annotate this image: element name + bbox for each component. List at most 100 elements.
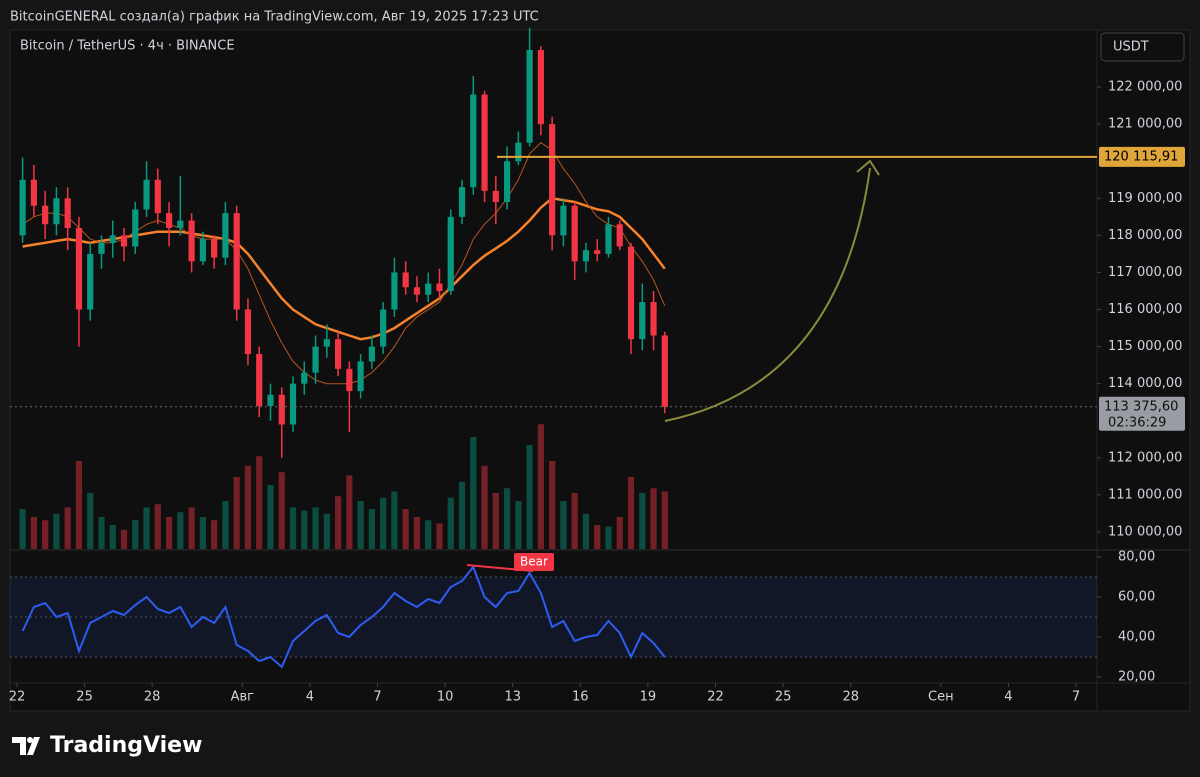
volume-bar bbox=[458, 481, 466, 549]
plot: 122 000,00 121 000,00 119 000,00 118 000,00… bbox=[9, 27, 1185, 705]
volume-bar bbox=[211, 520, 218, 549]
volume-bar bbox=[64, 507, 71, 549]
time-tick-label: 22 bbox=[707, 690, 724, 705]
logo-text: TradingView bbox=[50, 733, 202, 758]
volume-bar bbox=[537, 424, 544, 549]
candle-body bbox=[526, 50, 533, 143]
projection-arrow bbox=[664, 167, 871, 422]
volume-bar bbox=[582, 513, 590, 549]
volume-bar bbox=[391, 491, 398, 549]
candle-body bbox=[177, 220, 184, 228]
candle-body bbox=[75, 227, 83, 310]
volume-bar bbox=[526, 445, 533, 549]
time-tick-label: 28 bbox=[144, 690, 161, 705]
candle-body bbox=[267, 394, 274, 406]
volume-bar bbox=[413, 517, 421, 549]
candle-body bbox=[605, 224, 612, 254]
rsi-tick-label: 80,00 bbox=[1118, 550, 1155, 565]
candle-body bbox=[132, 209, 139, 247]
volume-bar bbox=[380, 497, 387, 549]
footer-logo: TradingView bbox=[12, 733, 202, 758]
volume-bar bbox=[481, 465, 488, 549]
price-tick-label: 122 000,00 bbox=[1108, 80, 1182, 95]
last-price-label: 113 375,60 bbox=[1104, 399, 1178, 414]
header: BitcoinGENERAL создал(а) график на Tradi… bbox=[10, 10, 539, 25]
candle-body bbox=[627, 246, 635, 340]
candle-body bbox=[425, 283, 432, 295]
candle-body bbox=[233, 213, 240, 310]
volume-bar bbox=[312, 507, 319, 549]
candle-body bbox=[661, 335, 668, 407]
candle-body bbox=[109, 235, 116, 243]
rsi-line bbox=[21, 565, 666, 669]
volume-bar bbox=[289, 507, 297, 549]
volume-bar bbox=[109, 525, 116, 549]
candle-body bbox=[64, 198, 71, 228]
candle-body bbox=[346, 368, 353, 392]
volume-bar bbox=[470, 437, 477, 549]
candle-body bbox=[402, 272, 409, 288]
currency-label[interactable]: USDT bbox=[1113, 40, 1149, 55]
volume-bar bbox=[120, 529, 128, 549]
candle-body bbox=[571, 205, 578, 262]
volume-bar bbox=[357, 501, 364, 549]
candle-body bbox=[188, 220, 195, 262]
time-tick-label: 7 bbox=[373, 690, 381, 705]
time-tick-label: 19 bbox=[640, 690, 657, 705]
price-tick-label: 115 000,00 bbox=[1108, 339, 1182, 354]
volume-bar bbox=[447, 497, 454, 549]
volume-bar bbox=[605, 526, 612, 549]
candle-body bbox=[87, 253, 94, 310]
volume-bar bbox=[256, 456, 263, 549]
candle-body bbox=[436, 283, 443, 291]
volume-bar bbox=[661, 491, 668, 549]
time-tick-label: 22 bbox=[9, 690, 26, 705]
currency-button[interactable] bbox=[1100, 32, 1185, 62]
volume-bar bbox=[199, 517, 206, 549]
price-tick-label: 114 000,00 bbox=[1108, 376, 1182, 391]
moving-average bbox=[22, 196, 666, 341]
price-tick-label: 119 000,00 bbox=[1108, 191, 1182, 206]
rsi-tick-label: 20,00 bbox=[1118, 670, 1155, 685]
candle-body bbox=[222, 213, 229, 258]
volume-bar bbox=[650, 488, 657, 549]
volume-bar bbox=[177, 512, 184, 549]
volume-bar bbox=[571, 493, 578, 549]
volume-bar bbox=[346, 475, 353, 549]
volume-bar bbox=[627, 477, 635, 549]
time-tick-label: 13 bbox=[504, 690, 521, 705]
candle-body bbox=[549, 124, 556, 236]
candle-body bbox=[30, 179, 37, 206]
volume-bar bbox=[492, 493, 499, 549]
volume-bar bbox=[188, 507, 195, 549]
candle-body bbox=[120, 235, 128, 247]
rsi-tick-label: 40,00 bbox=[1118, 630, 1155, 645]
candle-body bbox=[560, 205, 567, 236]
candle-body bbox=[312, 346, 319, 373]
candle-body bbox=[594, 250, 601, 254]
candle-body bbox=[165, 213, 173, 228]
volume-bar bbox=[75, 461, 83, 549]
candle-body bbox=[470, 94, 477, 188]
logo-mark bbox=[12, 737, 40, 755]
time-tick-label: 10 bbox=[437, 690, 454, 705]
volume-bar bbox=[323, 513, 330, 549]
time-tick-label: Сен bbox=[928, 690, 954, 705]
candle-body bbox=[154, 179, 161, 214]
candle-body bbox=[492, 190, 499, 203]
volume-bar bbox=[503, 488, 511, 549]
candle-body bbox=[481, 94, 488, 191]
volume-bar bbox=[87, 493, 94, 549]
price-tick-label: 117 000,00 bbox=[1108, 265, 1182, 280]
logo-dot bbox=[27, 737, 33, 743]
time-tick-label: 25 bbox=[76, 690, 93, 705]
level-box bbox=[1099, 146, 1185, 167]
price-tick-label: 121 000,00 bbox=[1108, 117, 1182, 132]
level-label: 120 115,91 bbox=[1104, 149, 1178, 164]
volume-bar bbox=[301, 510, 308, 549]
candle-body bbox=[143, 179, 150, 210]
price-tick-label: 116 000,00 bbox=[1108, 302, 1182, 317]
time-tick-label: 28 bbox=[842, 690, 859, 705]
volume-bar bbox=[278, 472, 285, 549]
